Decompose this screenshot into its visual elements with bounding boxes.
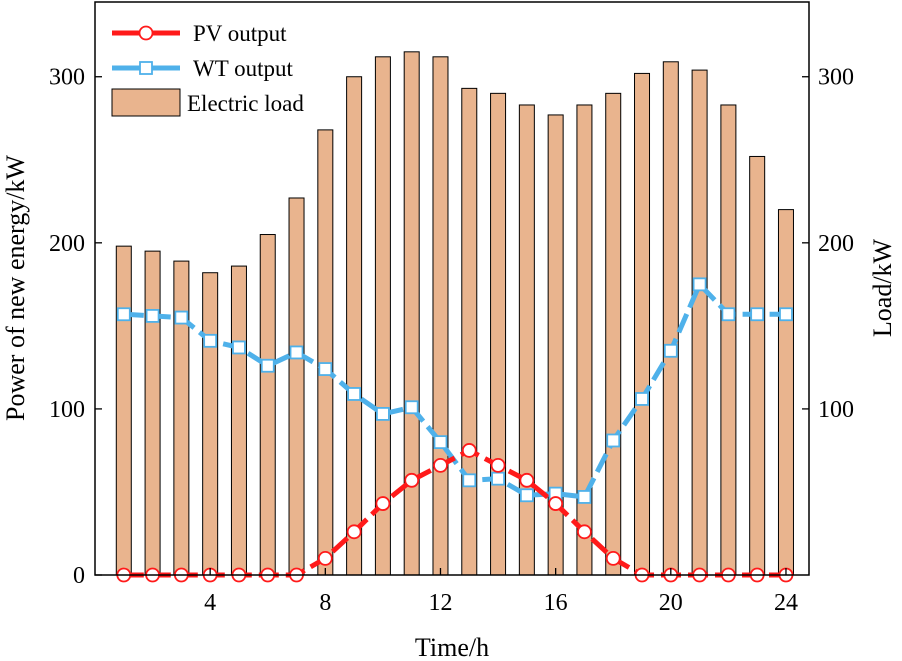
legend-load-swatch bbox=[111, 88, 181, 117]
pv-point-8 bbox=[317, 550, 333, 566]
legend-item-load: Electric load bbox=[111, 88, 304, 117]
left-tick-label-200: 200 bbox=[49, 231, 85, 257]
load-bar-23 bbox=[749, 155, 766, 576]
wt-point-24 bbox=[779, 307, 793, 322]
wt-point-1 bbox=[116, 307, 131, 322]
load-bar-20 bbox=[662, 61, 679, 576]
wt-point-8 bbox=[318, 362, 333, 376]
load-bar-2 bbox=[144, 250, 161, 576]
right-tick-label-300: 300 bbox=[818, 65, 854, 91]
pv-point-15 bbox=[519, 472, 535, 488]
wt-point-6 bbox=[260, 358, 275, 373]
x-tick-label-12: 12 bbox=[428, 590, 452, 616]
x-axis-ticks: 4 8 12 16 20 24 bbox=[204, 568, 798, 616]
load-bar-15 bbox=[518, 104, 535, 576]
left-tick-label-300: 300 bbox=[49, 65, 85, 91]
wt-point-3 bbox=[174, 310, 189, 325]
wt-point-15 bbox=[519, 488, 534, 503]
pv-point-10 bbox=[375, 496, 391, 511]
right-axis-ticks: 100 200 300 bbox=[802, 65, 854, 423]
legend-pv-marker bbox=[138, 25, 154, 41]
right-tick-label-200: 200 bbox=[818, 231, 854, 257]
legend-pv-label: PV output bbox=[193, 21, 287, 46]
wt-point-22 bbox=[721, 307, 736, 322]
wt-point-11 bbox=[404, 400, 419, 415]
wt-point-7 bbox=[289, 345, 304, 360]
wt-point-18 bbox=[606, 433, 621, 448]
right-tick-label-100: 100 bbox=[818, 397, 854, 423]
load-bar-4 bbox=[202, 272, 219, 576]
wt-point-19 bbox=[635, 392, 649, 406]
pv-point-12 bbox=[433, 457, 448, 473]
left-tick-label-0: 0 bbox=[73, 563, 85, 589]
wt-point-20 bbox=[663, 343, 678, 358]
load-bar-1 bbox=[115, 245, 132, 576]
load-bar-19 bbox=[634, 72, 651, 576]
load-bar-12 bbox=[432, 56, 449, 576]
wt-point-9 bbox=[347, 387, 362, 401]
load-bar-9 bbox=[346, 76, 363, 576]
wt-point-17 bbox=[577, 490, 592, 504]
left-tick-label-100: 100 bbox=[49, 397, 85, 423]
x-tick-label-8: 8 bbox=[319, 590, 331, 616]
right-axis-label: Load/kW bbox=[868, 238, 897, 337]
legend: PV output WT output Electric load bbox=[111, 21, 304, 117]
pv-point-13 bbox=[461, 443, 477, 458]
pv-point-18 bbox=[605, 550, 621, 566]
wt-point-10 bbox=[376, 406, 390, 421]
left-axis-label: Power of new energy/kW bbox=[1, 155, 30, 421]
x-tick-label-20: 20 bbox=[659, 590, 683, 616]
wt-point-13 bbox=[462, 473, 477, 488]
load-bar-13 bbox=[461, 87, 478, 576]
load-bar-5 bbox=[230, 265, 247, 576]
plot-frame bbox=[94, 1, 810, 576]
load-bar-6 bbox=[259, 234, 276, 576]
left-axis-ticks: 0 100 200 300 bbox=[49, 65, 102, 589]
wt-point-5 bbox=[232, 340, 246, 355]
wt-point-12 bbox=[433, 435, 448, 450]
load-bar-7 bbox=[288, 197, 305, 576]
x-tick-label-24: 24 bbox=[774, 590, 798, 616]
pv-output-line bbox=[123, 447, 786, 578]
x-tick-label-16: 16 bbox=[544, 590, 568, 616]
pv-point-16 bbox=[548, 496, 564, 511]
wt-point-23 bbox=[750, 307, 765, 322]
wt-point-14 bbox=[491, 471, 505, 486]
wt-point-4 bbox=[203, 333, 218, 348]
series-lines bbox=[116, 277, 794, 583]
wt-point-21 bbox=[692, 277, 707, 292]
pv-point-9 bbox=[346, 524, 362, 540]
load-bar-11 bbox=[403, 51, 420, 576]
legend-item-pv: PV output bbox=[112, 21, 287, 46]
load-bar-8 bbox=[317, 129, 334, 576]
load-bar-21 bbox=[691, 69, 708, 576]
pv-point-11 bbox=[404, 472, 420, 488]
pv-point-14 bbox=[490, 457, 506, 473]
load-bar-14 bbox=[490, 92, 507, 576]
load-bar-3 bbox=[173, 260, 190, 576]
load-bars bbox=[115, 51, 794, 576]
legend-wt-marker bbox=[139, 61, 153, 75]
load-bar-17 bbox=[576, 104, 593, 576]
wt-point-2 bbox=[145, 309, 160, 323]
x-axis-label: Time/h bbox=[415, 633, 489, 661]
x-tick-label-4: 4 bbox=[204, 590, 216, 616]
load-bar-22 bbox=[720, 104, 737, 576]
legend-load-label: Electric load bbox=[187, 91, 304, 116]
wt-output-line bbox=[123, 281, 786, 500]
pv-point-17 bbox=[577, 524, 592, 540]
legend-wt-label: WT output bbox=[193, 56, 293, 81]
load-bar-24 bbox=[777, 209, 794, 576]
load-bar-18 bbox=[605, 92, 622, 576]
legend-item-wt: WT output bbox=[112, 56, 293, 81]
